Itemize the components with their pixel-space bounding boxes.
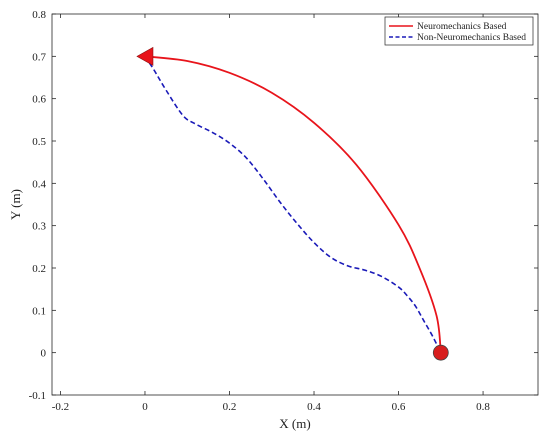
- marker-layer: [136, 46, 449, 361]
- x-tick-label: 0.6: [392, 401, 406, 413]
- series-line-2: [144, 55, 442, 354]
- legend-box: [384, 16, 534, 46]
- plot-area: [51, 13, 539, 396]
- legend-label-1: Neuromechanics Based: [417, 22, 507, 32]
- series-layer: [144, 55, 442, 354]
- x-tick-label: 0.2: [223, 401, 237, 413]
- x-tick-label: 0: [142, 401, 148, 413]
- axes-layer: -0.2 0 0.2 0.4 0.6 0.8 -0.1 0 0.1 0.2 0.3 0.4 0.5 0.6…: [29, 9, 538, 413]
- y-tick-label: 0.3: [32, 221, 46, 233]
- end-marker-circle: [432, 344, 449, 361]
- y-tick-label: 0.4: [32, 178, 46, 190]
- y-tick-label: 0: [41, 348, 47, 360]
- x-tick-label: 0.8: [476, 401, 490, 413]
- x-tick-label: 0.4: [307, 401, 321, 413]
- y-tick-label: 0.1: [32, 305, 46, 317]
- y-tick-label: 0.8: [32, 9, 46, 21]
- plot-frame: [51, 13, 539, 396]
- y-tick-label: -0.1: [29, 390, 46, 402]
- x-tick-label: -0.2: [52, 401, 69, 413]
- y-tick-label: 0.5: [32, 136, 46, 148]
- y-tick-label: 0.7: [32, 51, 46, 63]
- y-tick-label: 0.6: [32, 94, 46, 106]
- y-tick-label: 0.2: [32, 263, 46, 275]
- x-axis-label: X (m): [279, 416, 310, 431]
- legend-label-2: Non-Neuromechanics Based: [417, 33, 526, 43]
- series-line-1: [144, 55, 442, 353]
- start-marker-triangle: [136, 46, 154, 66]
- y-axis-label: Y (m): [8, 189, 23, 220]
